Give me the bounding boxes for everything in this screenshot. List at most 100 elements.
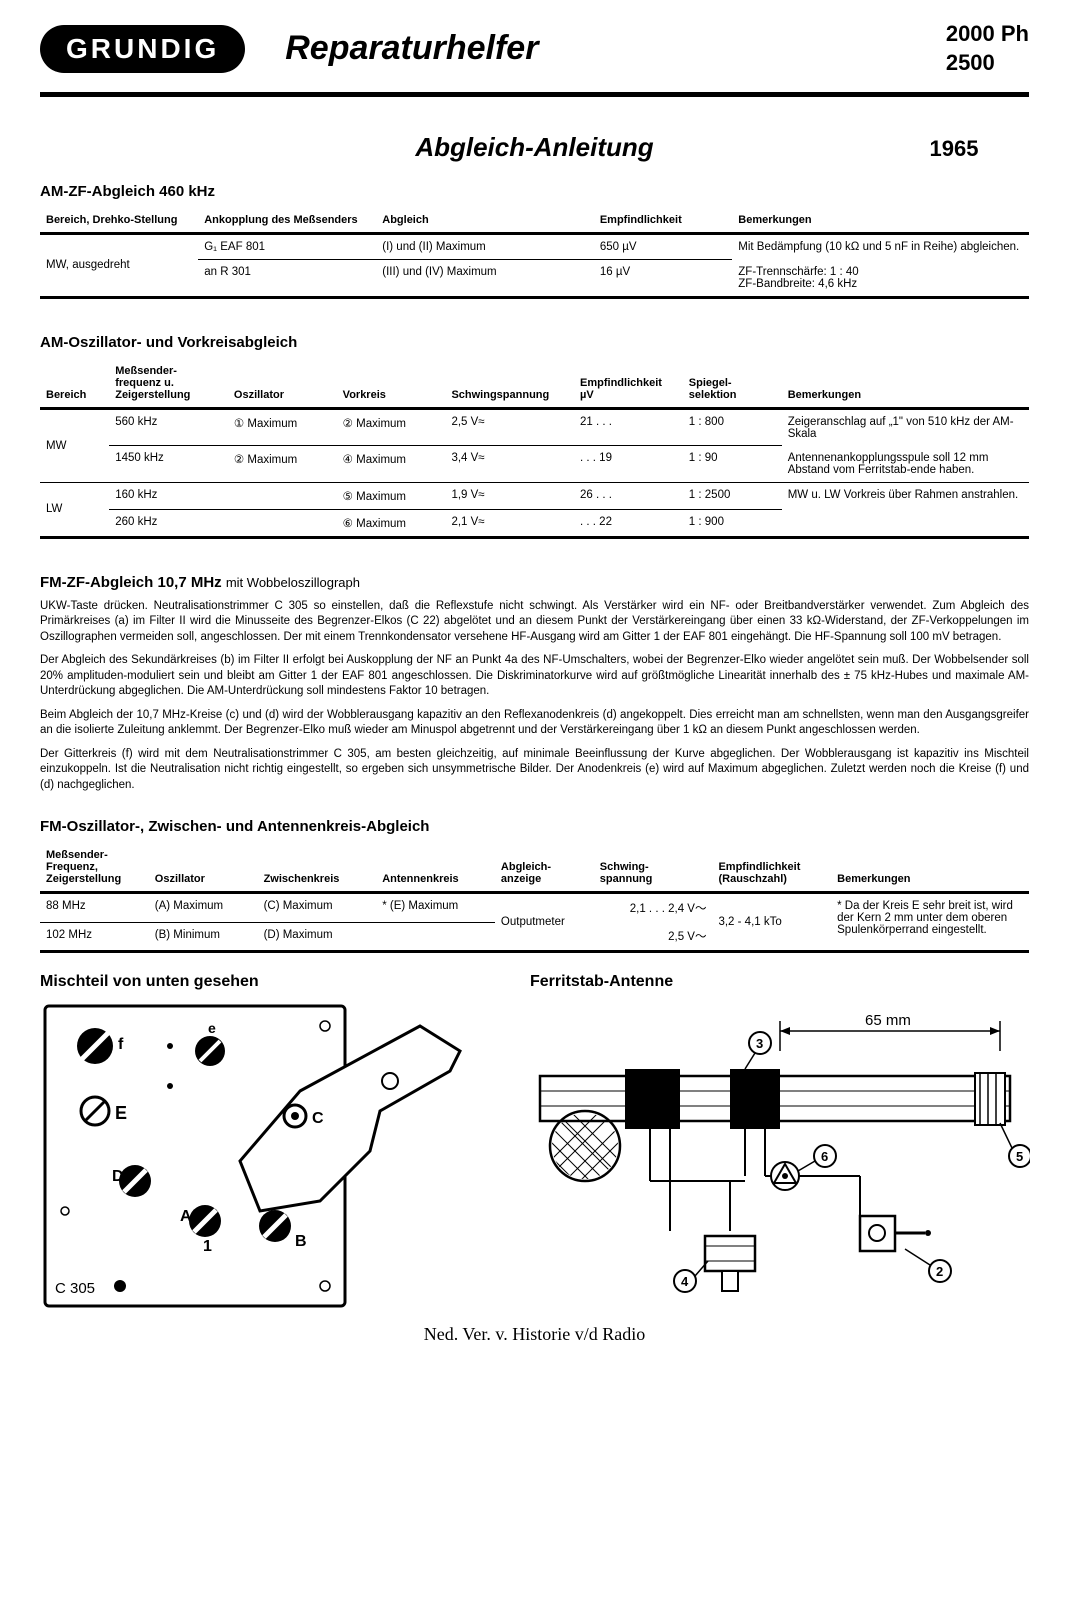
td: 560 kHz — [109, 408, 228, 446]
th: Bereich — [40, 359, 109, 409]
td: 2,5 V≈ — [445, 408, 574, 446]
td: (D) Maximum — [258, 922, 377, 952]
table-fm-osc: Meßsender- Frequenz, Zeigerstellung Oszi… — [40, 843, 1029, 953]
td — [228, 482, 337, 509]
td: 2,1 . . . 2,4 V～ — [594, 893, 713, 923]
td: . . . 19 — [574, 446, 683, 483]
svg-text:C: C — [312, 1110, 324, 1127]
td: MW u. LW Vorkreis über Rahmen anstrahlen… — [782, 482, 1029, 509]
td: ⑤ Maximum — [337, 482, 446, 509]
th: Bereich, Drehko-Stellung — [40, 208, 198, 234]
svg-text:65 mm: 65 mm — [865, 1012, 911, 1029]
td — [228, 509, 337, 537]
s3-p2: Der Abgleich des Sekundärkreises (b) im … — [40, 653, 1029, 700]
model-1: 2000 Ph — [946, 20, 1029, 49]
td: 1,9 V≈ — [445, 482, 574, 509]
th: Meßsender- Frequenz, Zeigerstellung — [40, 843, 149, 893]
td: MW, ausgedreht — [40, 234, 198, 298]
td: * Da der Kreis E sehr breit ist, wird de… — [831, 893, 1029, 952]
diagram1-title: Mischteil von unten gesehen — [40, 973, 500, 991]
doc-title: Reparaturhelfer — [285, 29, 906, 68]
s3-title-text: FM-ZF-Abgleich 10,7 MHz — [40, 574, 222, 591]
s3-p4: Der Gitterkreis (f) wird mit dem Neutral… — [40, 747, 1029, 794]
svg-text:A: A — [180, 1208, 192, 1225]
th: Bemerkungen — [732, 208, 1029, 234]
svg-text:B: B — [295, 1233, 307, 1250]
td: ⑥ Maximum — [337, 509, 446, 537]
td: (I) und (II) Maximum — [376, 234, 594, 260]
td: 3,2 - 4,1 kTo — [712, 893, 831, 952]
td: . . . 22 — [574, 509, 683, 537]
td — [376, 922, 495, 952]
diagram-mischteil: Mischteil von unten gesehen f e E C — [40, 973, 500, 1316]
td: 1450 kHz — [109, 446, 228, 483]
td: (B) Minimum — [149, 922, 258, 952]
s3-p1: UKW-Taste drücken. Neutralisationstrimme… — [40, 599, 1029, 646]
td: 88 MHz — [40, 893, 149, 923]
table-am-zf: Bereich, Drehko-Stellung Ankopplung des … — [40, 208, 1029, 299]
th: Oszillator — [228, 359, 337, 409]
diagram2-title: Ferritstab-Antenne — [530, 973, 1030, 991]
td — [782, 509, 1029, 537]
td: 1 : 2500 — [683, 482, 782, 509]
svg-text:3: 3 — [756, 1036, 763, 1051]
td: Zeigeranschlag auf „1" von 510 kHz der A… — [782, 408, 1029, 446]
year: 1965 — [879, 136, 1029, 162]
th: Oszillator — [149, 843, 258, 893]
td: * (E) Maximum — [376, 893, 495, 923]
svg-text:6: 6 — [821, 1149, 828, 1164]
th: Ankopplung des Meßsenders — [198, 208, 376, 234]
td: 260 kHz — [109, 509, 228, 537]
diagram-row: Mischteil von unten gesehen f e E C — [40, 973, 1029, 1316]
td: 102 MHz — [40, 922, 149, 952]
td: 3,4 V≈ — [445, 446, 574, 483]
svg-text:D: D — [112, 1168, 124, 1185]
svg-text:C 305: C 305 — [55, 1280, 95, 1297]
th: Meßsender- frequenz u. Zeigerstellung — [109, 359, 228, 409]
td: ② Maximum — [228, 446, 337, 483]
s3-title-suffix: mit Wobbeloszillograph — [226, 575, 360, 590]
th: Empfindlichkeit — [594, 208, 732, 234]
td: 16 µV — [594, 260, 732, 298]
td: 1 : 90 — [683, 446, 782, 483]
svg-text:e: e — [208, 1020, 216, 1036]
td: (III) und (IV) Maximum — [376, 260, 594, 298]
td: ZF-Trennschärfe: 1 : 40 ZF-Bandbreite: 4… — [732, 260, 1029, 298]
td: 650 µV — [594, 234, 732, 260]
td: LW — [40, 482, 109, 537]
svg-text:2: 2 — [936, 1264, 943, 1279]
td: (C) Maximum — [258, 893, 377, 923]
header-rule — [40, 92, 1029, 97]
th: Vorkreis — [337, 359, 446, 409]
th: Zwischenkreis — [258, 843, 377, 893]
s3-p3: Beim Abgleich der 10,7 MHz-Kreise (c) un… — [40, 708, 1029, 739]
section2-title: AM-Oszillator- und Vorkreisabgleich — [40, 334, 1029, 351]
th: Bemerkungen — [831, 843, 1029, 893]
td: MW — [40, 408, 109, 482]
document-header: GRUNDIG Reparaturhelfer 2000 Ph 2500 — [40, 20, 1029, 77]
td: ④ Maximum — [337, 446, 446, 483]
svg-text:1: 1 — [203, 1238, 212, 1255]
footer-credit: Ned. Ver. v. Historie v/d Radio — [40, 1324, 1029, 1345]
th: Antennenkreis — [376, 843, 495, 893]
diagram2-svg: 65 mm — [530, 1001, 1030, 1311]
section1-title: AM-ZF-Abgleich 460 kHz — [40, 183, 1029, 200]
th: Schwingspannung — [445, 359, 574, 409]
model-numbers: 2000 Ph 2500 — [946, 20, 1029, 77]
th: Schwing- spannung — [594, 843, 713, 893]
td: ② Maximum — [337, 408, 446, 446]
td: (A) Maximum — [149, 893, 258, 923]
td: 160 kHz — [109, 482, 228, 509]
td: 1 : 800 — [683, 408, 782, 446]
subtitle: Abgleich-Anleitung — [190, 132, 879, 163]
logo-text: GRUNDIG — [66, 33, 219, 64]
td: 26 . . . — [574, 482, 683, 509]
diagram-ferritstab: Ferritstab-Antenne 65 mm — [530, 973, 1030, 1316]
subtitle-row: Abgleich-Anleitung 1965 — [40, 132, 1029, 163]
section4-title: FM-Oszillator-, Zwischen- und Antennenkr… — [40, 818, 1029, 835]
th: Bemerkungen — [782, 359, 1029, 409]
svg-text:f: f — [118, 1036, 124, 1053]
svg-text:5: 5 — [1016, 1149, 1023, 1164]
td: Mit Bedämpfung (10 kΩ und 5 nF in Reihe)… — [732, 234, 1029, 260]
table-am-osc: Bereich Meßsender- frequenz u. Zeigerste… — [40, 359, 1029, 539]
